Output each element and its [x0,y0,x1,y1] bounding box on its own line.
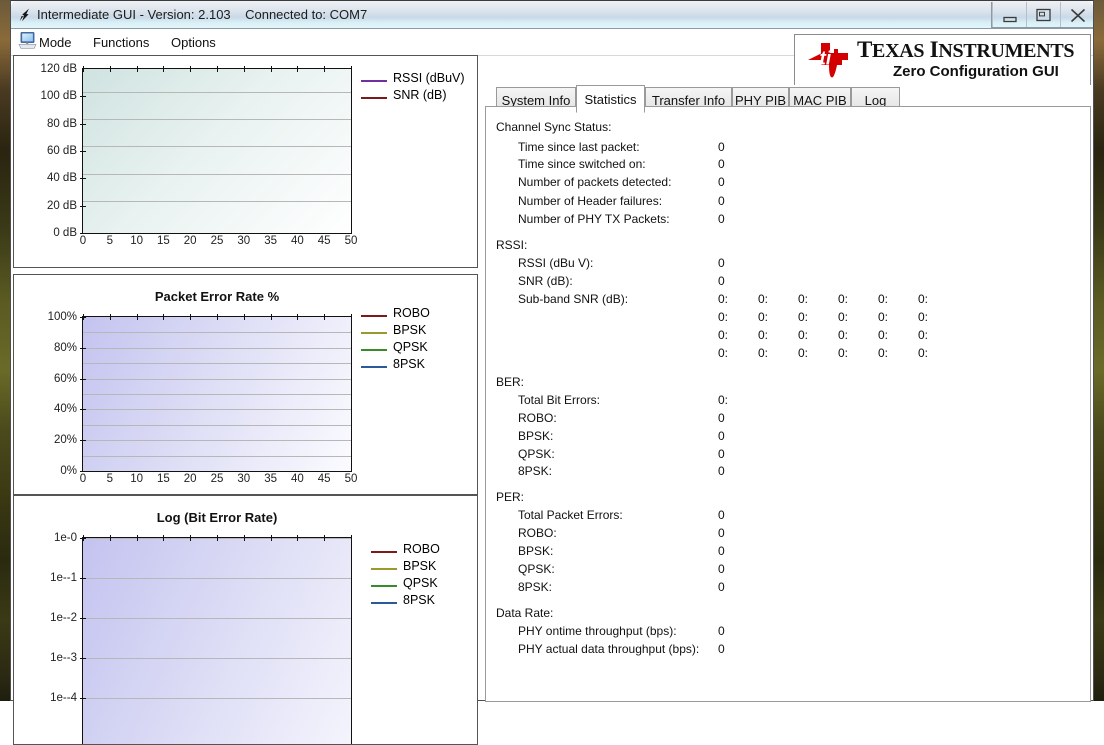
svg-text:ti: ti [820,49,832,70]
